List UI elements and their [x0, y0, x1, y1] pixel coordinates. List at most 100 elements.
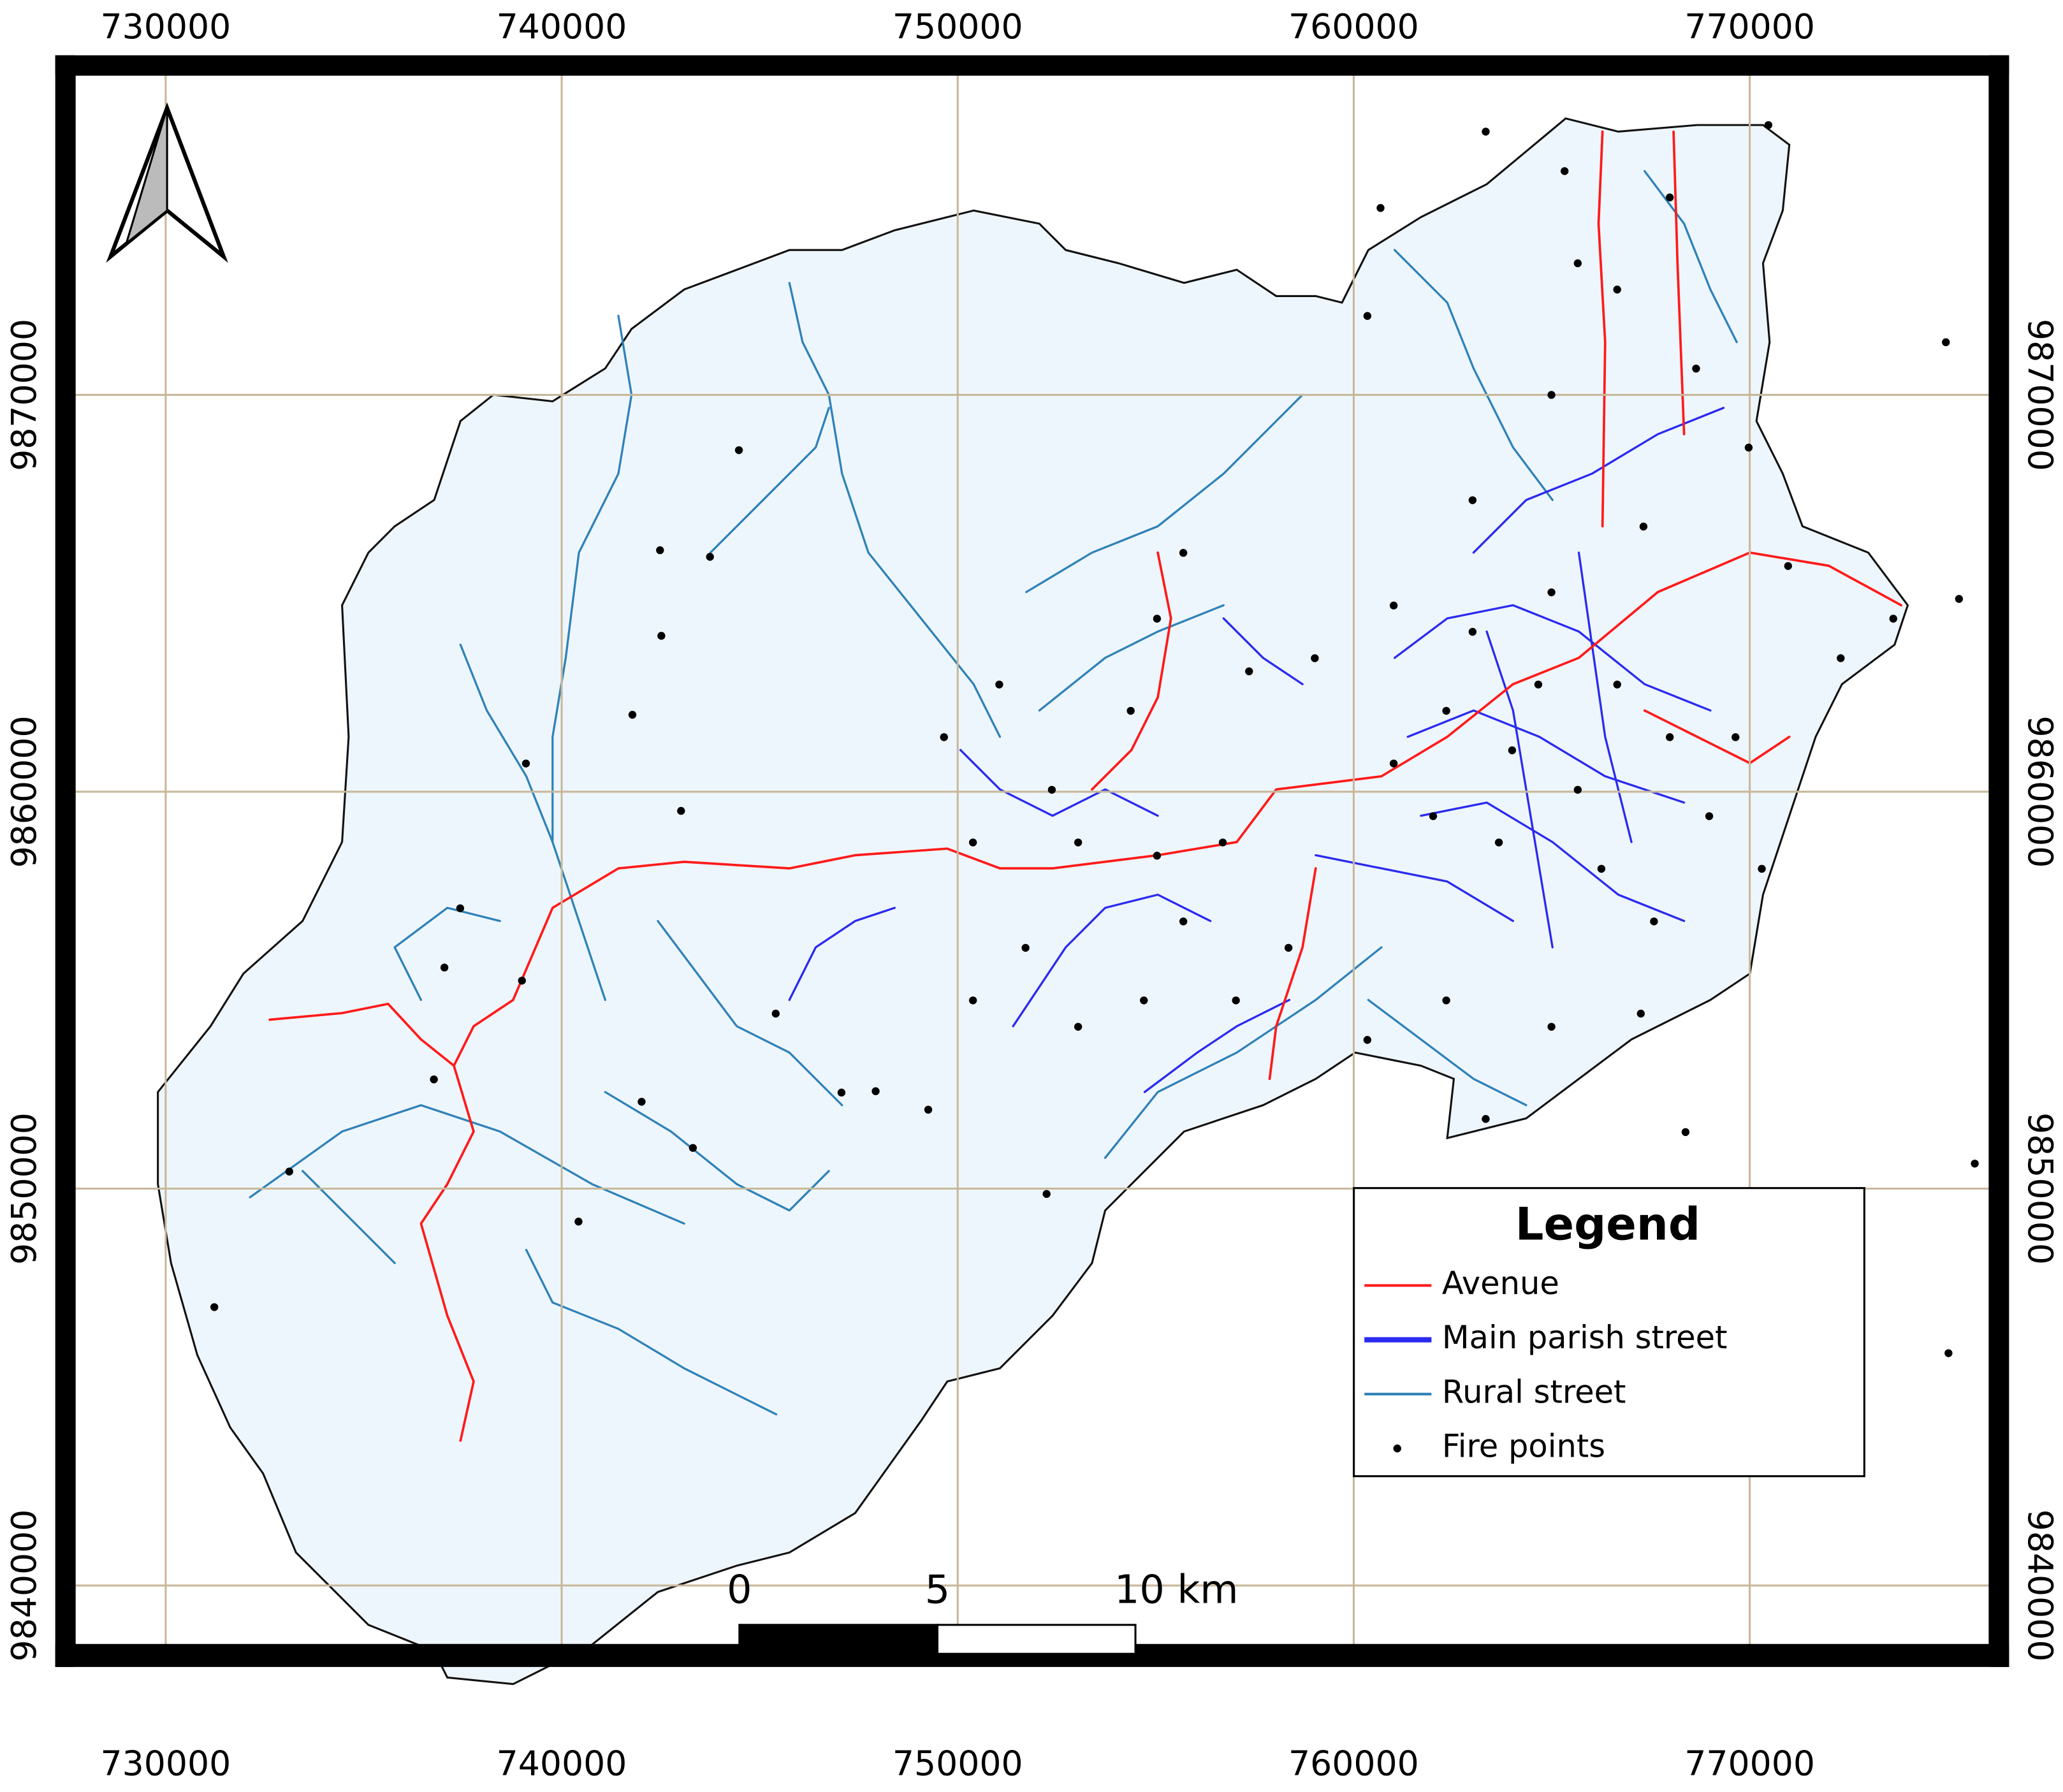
y-tick-label: 9870000: [2020, 319, 2060, 471]
fire-point: [628, 711, 637, 719]
fire-point: [1758, 864, 1766, 873]
rural-street: [1038, 604, 1225, 712]
basin-outline: [157, 117, 1909, 1686]
fire-point: [706, 553, 714, 561]
north-arrow: [106, 102, 228, 263]
legend-label: Fire points: [1442, 1428, 1605, 1465]
fire-point: [1944, 1349, 1953, 1357]
fire-point: [1494, 838, 1503, 847]
legend-label: Avenue: [1442, 1265, 1559, 1302]
fire-point: [1153, 852, 1162, 860]
fire-point: [430, 1075, 438, 1084]
main-parish-street: [1315, 854, 1514, 922]
fire-point: [1153, 615, 1162, 623]
fire-point: [968, 838, 977, 847]
fire-point: [1639, 522, 1648, 531]
y-tick-label: 9870000: [4, 319, 44, 471]
x-tick-label: 730000: [100, 6, 231, 47]
fire-point: [1363, 1036, 1372, 1044]
fire-point: [1597, 864, 1606, 873]
fire-point: [521, 759, 530, 768]
fire-point: [734, 446, 743, 455]
y-tick-label: 9860000: [4, 716, 44, 868]
avenue: [1672, 130, 1686, 435]
x-tick-label: 770000: [1684, 1743, 1815, 1783]
scale-label: 10 km: [1114, 1566, 1239, 1612]
north-arrow-shade: [124, 107, 168, 247]
rural-street: [393, 907, 501, 1002]
basemap: [157, 117, 1909, 1686]
fire-point: [1429, 812, 1438, 820]
rural-street: [788, 282, 1002, 738]
fire-point: [771, 1009, 780, 1018]
fire-point: [1613, 680, 1621, 688]
fire-point: [1376, 204, 1385, 212]
main-parish-street: [959, 748, 1159, 817]
fire-point: [1547, 1023, 1556, 1031]
fire-point: [1021, 943, 1030, 952]
fire-point: [1232, 996, 1240, 1005]
main-parish-street: [1222, 617, 1304, 685]
fire-point: [1889, 615, 1897, 623]
fire-point: [1666, 193, 1674, 201]
y-tick-label: 9860000: [2020, 716, 2060, 868]
x-tick-label: 750000: [893, 6, 1023, 47]
legend-box: [1353, 1187, 1865, 1478]
main-parish-street: [1577, 551, 1633, 843]
fire-point: [518, 977, 526, 985]
fire-point: [1179, 549, 1188, 557]
main-parish-streets: [788, 407, 1725, 1093]
x-tick-label: 770000: [1684, 6, 1815, 47]
rural-street: [525, 1249, 778, 1416]
fire-point: [210, 1303, 219, 1311]
rural-street: [249, 1104, 685, 1225]
fire-point: [1764, 120, 1773, 129]
fire-point: [924, 1105, 933, 1114]
legend-label: Rural street: [1442, 1373, 1626, 1410]
x-tick-label: 760000: [1288, 1743, 1419, 1783]
y-tick-label: 9850000: [4, 1112, 44, 1265]
main-parish-street: [1012, 893, 1212, 1028]
main-parish-street: [1472, 407, 1725, 554]
fire-point: [1442, 996, 1450, 1005]
avenue: [1268, 867, 1317, 1081]
avenue: [268, 551, 1903, 1067]
fire-point: [1744, 443, 1753, 452]
fire-point: [1074, 1023, 1083, 1031]
scale-bar: 0 5 10 km: [727, 1566, 1239, 1655]
fire-point: [1705, 812, 1714, 820]
scale-segment: [738, 1624, 938, 1655]
x-tick-label: 740000: [497, 1743, 627, 1783]
map-frame: [55, 55, 2009, 1667]
avenue: [419, 1064, 475, 1442]
rural-street: [657, 920, 843, 1107]
fire-point: [968, 996, 977, 1005]
fire-point: [1547, 391, 1556, 399]
fire-point: [1389, 759, 1398, 768]
frame-right: [1989, 55, 2009, 1667]
main-parish-street: [1485, 630, 1554, 949]
main-parish-street: [1393, 604, 1712, 712]
fire-point: [1650, 917, 1658, 926]
fire-point: [1284, 943, 1293, 952]
main-parish-street: [1406, 709, 1686, 804]
y-tick-label: 9850000: [2020, 1112, 2060, 1265]
fire-point: [1245, 667, 1253, 676]
fire-point: [689, 1144, 697, 1152]
fire-point: [638, 1098, 646, 1106]
scale-label: 0: [727, 1566, 752, 1612]
legend-swatch: [1393, 1444, 1401, 1453]
main-parish-street: [1420, 801, 1686, 922]
fire-point: [1126, 706, 1135, 715]
rural-street: [1025, 393, 1304, 594]
fire-point: [1613, 286, 1621, 294]
fire-point: [1074, 838, 1083, 847]
legend-label: Main parish street: [1442, 1319, 1728, 1356]
fire-point: [1692, 364, 1700, 373]
fire-point: [656, 546, 664, 555]
fire-point: [1837, 654, 1845, 662]
fire-point: [1508, 746, 1517, 755]
rural-street: [1393, 249, 1554, 501]
